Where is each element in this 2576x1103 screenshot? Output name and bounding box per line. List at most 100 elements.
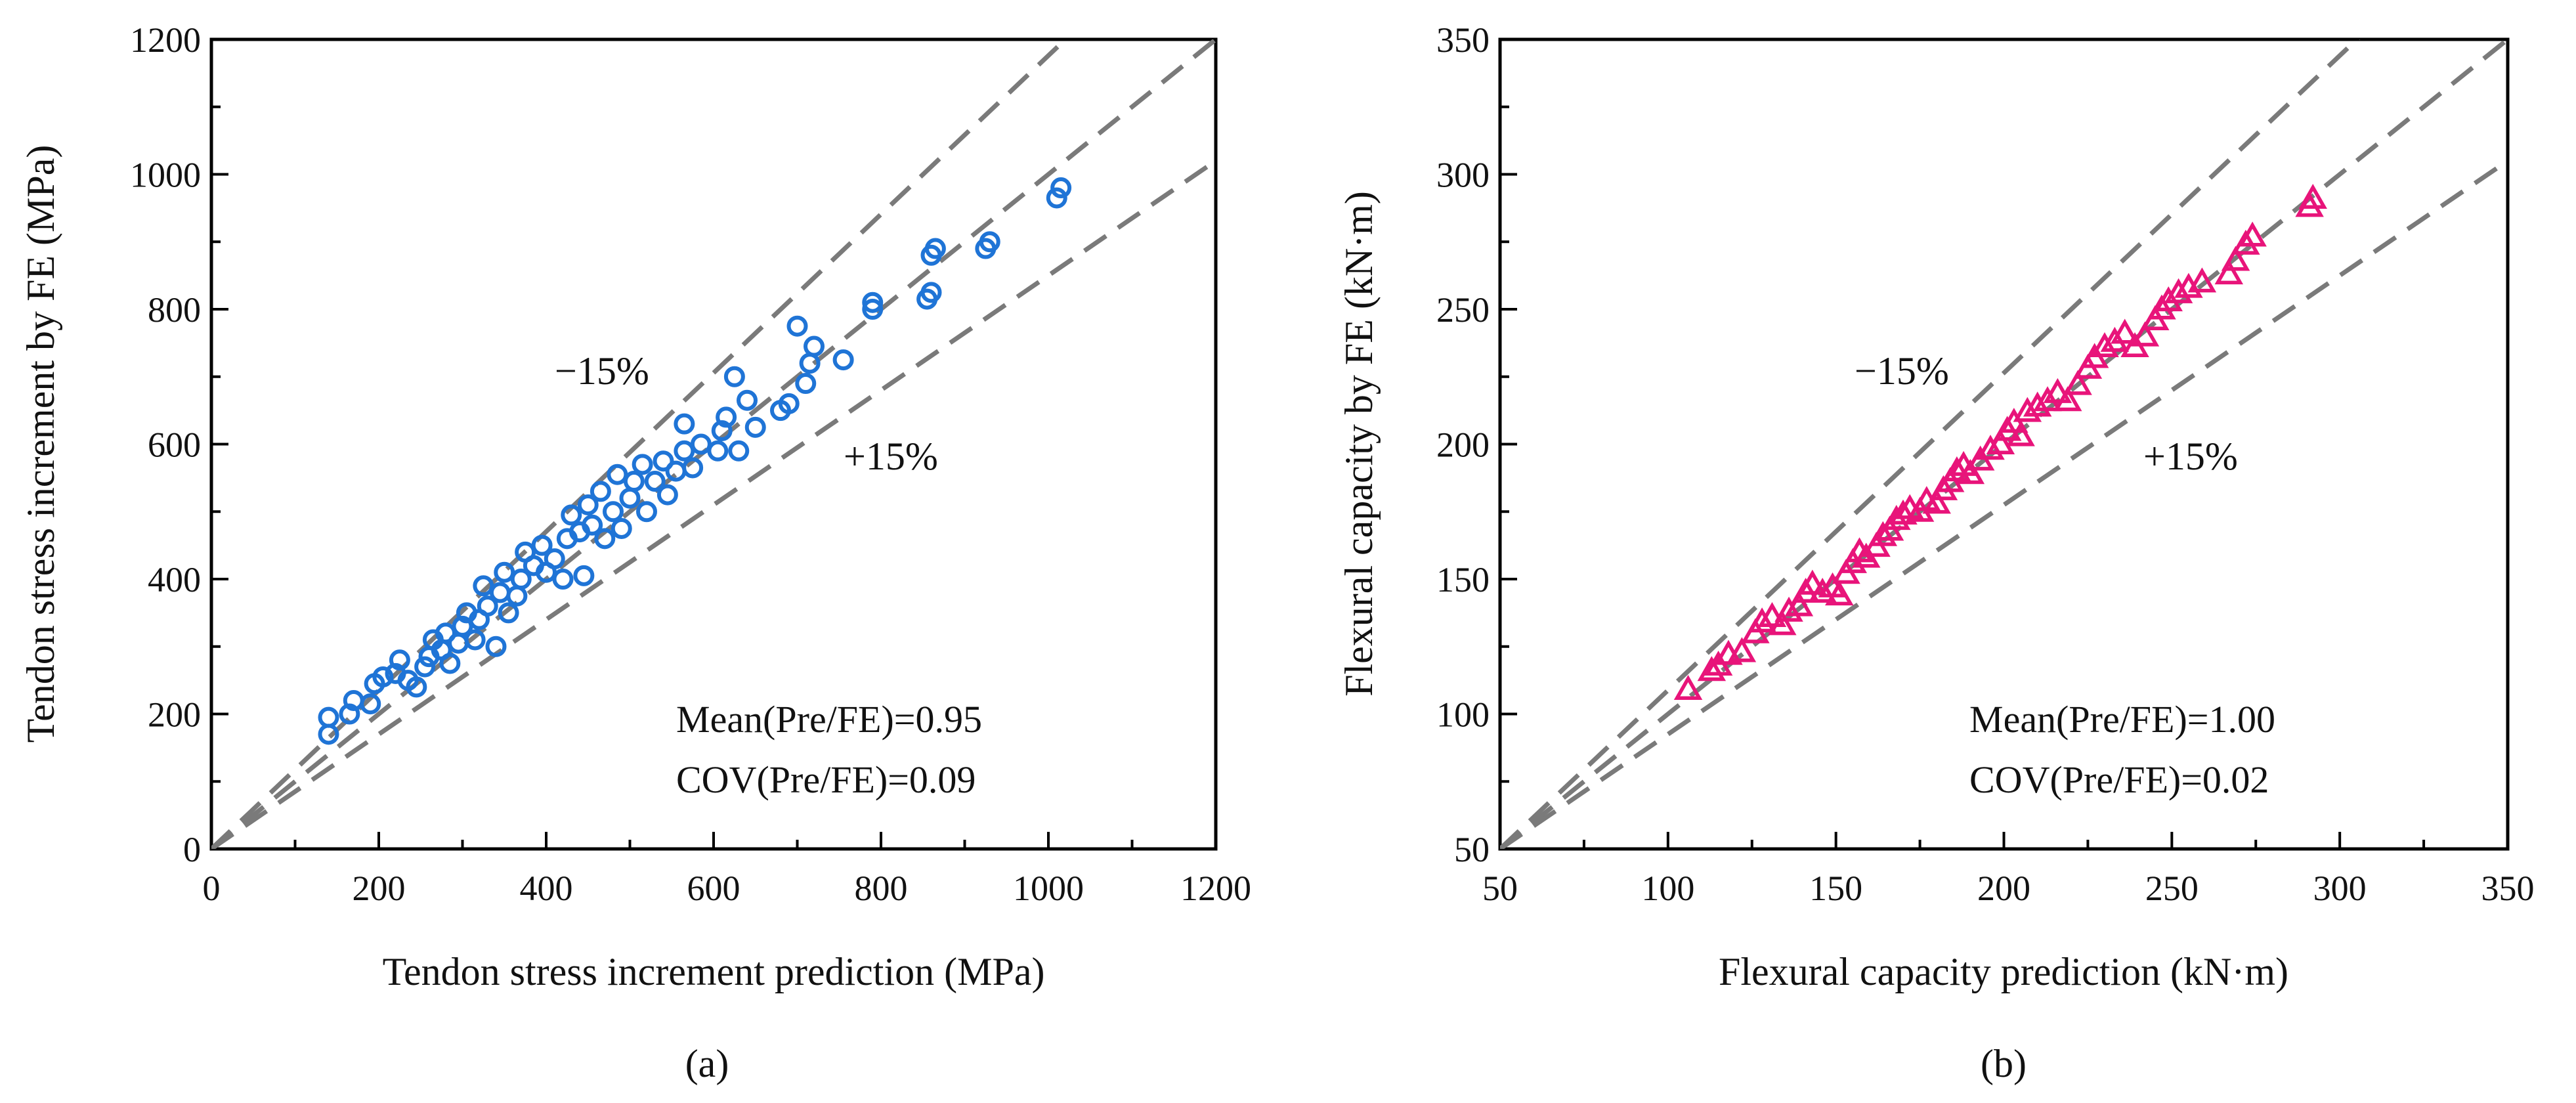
panel-a-data-point — [690, 433, 712, 455]
panel-a-y-tick-label: 400 — [148, 560, 201, 599]
panel-a-data-point — [414, 656, 436, 678]
panel-a-data-point — [573, 565, 595, 586]
panel-a-data-point — [920, 282, 942, 303]
panel-b-data-point — [1889, 499, 1918, 525]
panel-a-data-point — [473, 575, 494, 597]
panel-b-data-point — [2130, 321, 2160, 347]
panel-a-data-point — [795, 373, 817, 395]
panel-b-data-point — [2013, 397, 2042, 422]
panel-b-data-point — [2023, 391, 2052, 417]
panel-b-y-tick-label: 200 — [1436, 425, 1490, 465]
panel-b-x-tick-label: 150 — [1809, 869, 1862, 908]
panel-b-mean-annotation: Mean(Pre/FE)=1.00 — [1969, 698, 2275, 741]
panel-b-x-tick-label: 200 — [1977, 869, 2030, 908]
panel-a-data-point — [439, 653, 461, 674]
panel-a-x-tick-label: 600 — [687, 869, 741, 908]
panel-b-data-point — [2298, 183, 2327, 209]
panel-b-data-point — [1825, 580, 1854, 606]
panel-a-minus15-label: −15% — [555, 349, 649, 393]
panel-a-y-tick-label: 0 — [183, 830, 201, 869]
panel-b-data-point — [1697, 656, 1727, 681]
panel-a-data-point — [924, 238, 946, 259]
panel-a-data-point — [744, 416, 766, 438]
panel-a-data-point — [862, 299, 884, 320]
panel-b-ref-line-minus15 — [1500, 39, 2361, 849]
panel-a-data-point — [656, 484, 678, 506]
panel-a-data-point — [832, 349, 854, 371]
panel-b-minus15-label: −15% — [1855, 349, 1949, 393]
panel-a-data-point — [716, 406, 737, 428]
panel-b-x-tick-label: 300 — [2313, 869, 2367, 908]
panel-a-data-point — [632, 454, 653, 475]
panel-a-data-point — [360, 693, 381, 715]
panel-b-data-point — [1808, 578, 1837, 603]
panel-a-data-point — [435, 622, 456, 644]
panel-b-y-tick-label: 350 — [1436, 20, 1490, 60]
panel-b-x-tick-label: 50 — [1482, 869, 1518, 908]
panel-a-y-tick-label: 200 — [148, 695, 201, 735]
panel-b-data-point — [1943, 456, 1971, 482]
panel-a-data-point — [653, 450, 674, 472]
panel-b-ref-line-1to1 — [1500, 39, 2508, 849]
panel-b-data-point — [1868, 521, 1898, 546]
panel-a-mean-annotation: Mean(Pre/FE)=0.95 — [676, 698, 982, 741]
panel-b-data-point — [2221, 246, 2250, 271]
panel-a-data-point — [582, 514, 603, 536]
panel-a-data-point — [590, 481, 611, 502]
panel-a-data-point — [577, 494, 599, 515]
panel-a-data-point — [623, 471, 645, 492]
panel-a-caption: (a) — [685, 1042, 729, 1085]
panel-a-data-point — [485, 636, 507, 657]
panel-a-ref-line-plus15 — [211, 159, 1216, 849]
panel-a-data-point — [389, 649, 410, 671]
panel-a-ref-line-1to1 — [211, 39, 1216, 849]
panel-b-y-tick-label: 300 — [1436, 156, 1490, 195]
panel-b-data-point — [1976, 435, 2005, 460]
panel-b-x-axis-label: Flexural capacity prediction (kN·m) — [1719, 950, 2288, 993]
panel-b-data-point — [1784, 591, 1814, 616]
panel-b-x-tick-label: 250 — [2145, 869, 2199, 908]
panel-a-data-point — [531, 534, 553, 556]
panel-a-data-point — [494, 561, 515, 583]
panel-a-data-point — [603, 501, 624, 523]
panel-b-x-tick-label: 100 — [1641, 869, 1694, 908]
panel-b-caption: (b) — [1981, 1042, 2027, 1085]
panel-a-ref-line-minus15 — [211, 39, 1069, 849]
panel-a-data-point — [552, 569, 574, 590]
panel-a-data-point — [786, 315, 808, 337]
panel-b-cov-annotation: COV(Pre/FE)=0.02 — [1969, 758, 2269, 801]
panel-a-data-point — [723, 366, 745, 387]
panel-a-data-point — [406, 676, 427, 698]
panel-b-data-point — [2187, 267, 2217, 293]
panel-a-data-point — [498, 602, 519, 624]
panel-b-data-point — [2090, 332, 2119, 358]
panel-b-data-point — [1757, 601, 1787, 628]
panel-b-data-point — [2214, 259, 2244, 285]
panel-a-y-tick-label: 1000 — [130, 156, 201, 195]
panel-b-ref-line-plus15 — [1500, 159, 2508, 849]
panel-a-data-point — [544, 548, 565, 570]
panel-a-y-tick-label: 1200 — [130, 20, 201, 60]
panel-a-data-point — [707, 440, 729, 462]
panel-b-data-point — [1986, 429, 2015, 454]
panel-b-data-point — [1768, 610, 1797, 636]
panel-a-data-point — [619, 487, 641, 509]
panel-b-x-tick-label: 350 — [2481, 869, 2535, 908]
panel-a-data-point — [506, 585, 528, 607]
panel-a-data-point — [339, 703, 360, 725]
panel-a-x-tick-label: 800 — [855, 869, 908, 908]
panel-b-data-point — [2043, 378, 2072, 403]
panel-a-data-point — [728, 440, 750, 462]
panel-a-data-point — [464, 629, 486, 651]
panel-a-data-point — [452, 615, 473, 637]
panel-a-data-point — [477, 595, 498, 617]
panel-a-scatter: 0 200 400 600 800 1000 1200 0 200 400 600 800 1000 12… — [19, 20, 1251, 1085]
panel-b-y-tick-label: 50 — [1454, 830, 1490, 869]
panel-b-data-point — [1798, 569, 1827, 595]
panel-a-data-point — [561, 504, 582, 526]
panel-a-data-point — [711, 420, 733, 441]
panel-b-y-tick-label: 150 — [1436, 560, 1490, 599]
panel-a-data-point — [636, 501, 657, 523]
panel-b-plus15-label: +15% — [2143, 435, 2238, 478]
panel-a-data-point — [594, 528, 616, 550]
